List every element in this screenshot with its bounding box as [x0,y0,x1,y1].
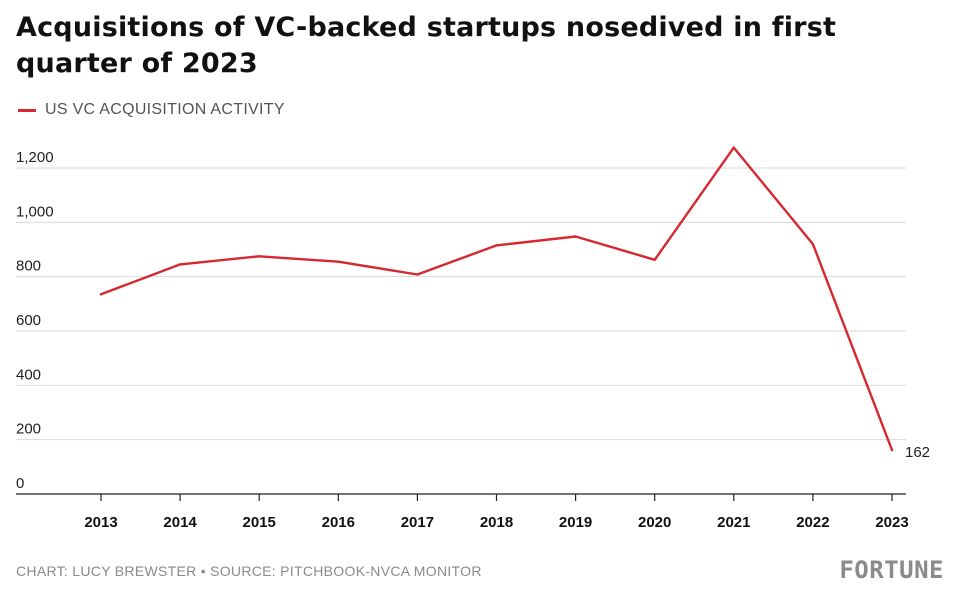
data-point [653,258,656,262]
chart-title: Acquisitions of VC-backed startups nosed… [16,12,837,79]
gridlines [16,167,906,441]
x-tick-label: 2019 [559,514,592,531]
data-point [890,448,894,452]
x-axis [16,493,906,501]
chart-credit: CHART: LUCY BREWSTER • SOURCE: PITCHBOOK… [16,563,482,579]
y-tick-label: 200 [16,421,41,438]
series-line [99,146,894,452]
data-point [337,260,340,263]
x-tick-label: 2023 [875,514,908,531]
y-tick-label: 800 [16,258,41,275]
legend-swatch [18,108,36,112]
x-tick-label: 2015 [243,514,276,531]
data-point [732,146,735,149]
data-point [258,255,261,258]
x-tick-label: 2017 [401,514,434,531]
y-tick-label: 1,200 [16,149,54,166]
data-labels: 162 [905,444,930,461]
series-layer [99,146,894,452]
x-tick-label: 2013 [84,514,117,531]
x-tick-label: 2018 [480,514,513,531]
data-point [574,235,577,238]
x-tick-labels: 2013 2014 2015 2016 2017 2018 2019 2020 2021 2022… [84,514,908,531]
data-label: 162 [905,444,930,461]
x-tick-label: 2020 [638,514,671,531]
data-point [495,244,498,247]
y-tick-label: 1,000 [16,203,54,220]
fortune-logo: FORTUNE [839,556,944,584]
x-tick-label: 2016 [322,514,355,531]
data-point [99,293,103,296]
x-tick-label: 2014 [163,514,197,531]
data-point [811,242,815,246]
data-point [178,263,182,266]
legend: US VC ACQUISITION ACTIVITY [18,101,285,119]
y-tick-label: 600 [16,312,41,329]
x-tick-label: 2021 [717,514,750,531]
x-tick-label: 2022 [796,514,829,531]
legend-label: US VC ACQUISITION ACTIVITY [45,101,285,118]
y-tick-labels: 0 200 400 600 800 1,000 1,200 [16,149,54,492]
y-tick-label: 400 [16,366,41,383]
y-tick-label: 0 [16,475,24,492]
data-point [416,273,419,276]
